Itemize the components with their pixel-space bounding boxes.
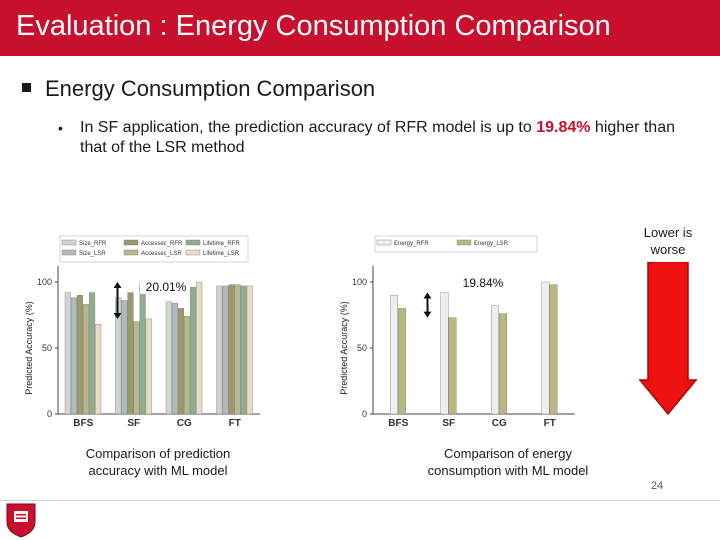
bar-Lifetime_RFR-BFS	[89, 292, 96, 415]
highlight-value: 19.84%	[536, 119, 591, 136]
bar-Accessec_RFR-CG	[177, 308, 184, 415]
bar-Energy_RFR-BFS	[390, 294, 398, 415]
bar-Accessec_LSR-FT	[234, 284, 241, 415]
energy-chart-svg: 0 50 100 Predicted Accuracy (%) BFS SF CG FT Ene…	[339, 235, 575, 428]
y-tick-label: 50	[357, 343, 367, 353]
bar-Size_RFR-BFS	[64, 292, 71, 415]
x-tick-label: BFS	[388, 418, 408, 428]
bar-Size_RFR-FT	[216, 285, 223, 415]
legend-entry-Lifetime_RFR: Lifetime_RFR	[203, 241, 240, 247]
sub-bullet-text: In SF application, the prediction accura…	[80, 119, 675, 156]
gap-arrow-head-up	[423, 292, 432, 299]
bar-Accessec_LSR-CG	[184, 316, 191, 415]
legend-swatch-Accessec_LSR	[123, 249, 139, 256]
footer-divider	[0, 500, 720, 501]
bar-Accessec_RFR-SF	[127, 292, 134, 415]
bar-Lifetime_LSR-BFS	[95, 324, 102, 415]
legend-box	[59, 235, 249, 263]
bar-Lifetime_RFR-SF	[139, 281, 146, 415]
bar-Energy_LSR-SF	[448, 317, 457, 415]
legend-swatch-Energy_RFR	[376, 239, 392, 246]
legend-swatch-Lifetime_RFR	[185, 239, 201, 246]
x-tick-label: FT	[229, 418, 241, 428]
bar-Lifetime_LSR-SF	[145, 318, 152, 415]
university-crest-icon	[6, 503, 36, 538]
bar-Accessec_RFR-FT	[228, 284, 235, 415]
bar-Accessec_RFR-BFS	[76, 294, 83, 415]
gap-arrow-head-down	[423, 311, 432, 318]
bar-Lifetime_LSR-CG	[196, 281, 203, 415]
title-bar: Evaluation : Energy Consumption Comparis…	[0, 0, 720, 56]
bar-Accessec_LSR-BFS	[83, 304, 90, 415]
main-bullet: Energy Consumption Comparison	[22, 76, 375, 102]
bar-Lifetime_LSR-FT	[246, 285, 253, 415]
lower-is-worse-label: Lower is worse	[643, 225, 693, 257]
legend-swatch-Energy_LSR	[456, 239, 472, 246]
caption-accuracy: Comparison of prediction accuracy with M…	[85, 446, 231, 478]
bar-Energy_LSR-CG	[499, 313, 507, 415]
y-tick-label: 50	[42, 343, 52, 353]
bar-Energy_LSR-FT	[549, 284, 558, 415]
down-arrow-icon	[638, 262, 698, 416]
bar-Size_LSR-CG	[171, 302, 178, 415]
legend-entry-Energy_LSR: Energy_LSR	[474, 241, 509, 247]
legend-swatch-Size_LSR	[61, 249, 77, 256]
bar-Lifetime_RFR-CG	[190, 287, 197, 415]
dot-bullet-icon: •	[58, 120, 63, 136]
bar-Energy_LSR-BFS	[398, 308, 406, 415]
y-axis-label: Predicted Accuracy (%)	[24, 301, 34, 395]
bar-Accessec_LSR-SF	[133, 321, 140, 415]
x-tick-label: SF	[127, 418, 140, 428]
y-tick-label: 0	[362, 409, 367, 419]
legend-entry-Energy_RFR: Energy_RFR	[394, 241, 429, 247]
gap-arrow-head-up	[113, 282, 122, 288]
gap-annotation: 20.01%	[113, 278, 190, 319]
main-bullet-text: Energy Consumption Comparison	[45, 76, 376, 101]
legend-entry-Accessec_LSR: Accessec_LSR	[141, 251, 182, 257]
legend-swatch-Accessec_RFR	[123, 239, 139, 246]
caption-energy: Comparison of energy consumption with ML…	[427, 446, 589, 478]
x-tick-label: FT	[544, 418, 556, 428]
bar-Energy_RFR-FT	[541, 281, 550, 415]
legend-box	[374, 235, 538, 253]
gap-annotation: 19.84%	[423, 274, 507, 318]
legend-entry-Lifetime_LSR: Lifetime_LSR	[203, 251, 240, 257]
page-number: 24	[650, 480, 664, 492]
annotation-box	[459, 274, 507, 290]
annotation-box	[140, 278, 190, 294]
gap-arrow-head-down	[113, 312, 122, 319]
legend-entry-Size_RFR: Size_RFR	[79, 241, 107, 247]
bar-Energy_RFR-SF	[440, 292, 449, 415]
bar-Size_LSR-BFS	[70, 297, 77, 415]
sub-bullet: • In SF application, the prediction accu…	[58, 118, 678, 158]
y-tick-label: 100	[37, 277, 52, 287]
bar-Lifetime_RFR-FT	[240, 285, 247, 415]
x-tick-label: BFS	[73, 418, 93, 428]
slide-title: Evaluation : Energy Consumption Comparis…	[16, 10, 611, 42]
bar-Size_RFR-CG	[165, 301, 172, 415]
x-tick-label: CG	[177, 418, 192, 428]
square-bullet-icon	[22, 83, 31, 92]
legend-swatch-Lifetime_LSR	[185, 249, 201, 256]
energy-chart: 0 50 100 Predicted Accuracy (%) BFS SF CG FT Ene…	[325, 228, 585, 428]
x-tick-label: SF	[442, 418, 455, 428]
y-tick-label: 0	[47, 409, 52, 419]
accuracy-chart: 0 50 100 Predicted Accuracy (%) BFS SF CG FT Siz…	[10, 228, 270, 428]
annotation-label: 19.84%	[463, 276, 504, 290]
annotation-label: 20.01%	[146, 280, 187, 294]
legend-entry-Accessec_RFR: Accessec_RFR	[141, 241, 183, 247]
y-tick-label: 100	[352, 277, 367, 287]
x-tick-label: CG	[492, 418, 507, 428]
bar-Energy_RFR-CG	[491, 305, 499, 415]
legend-swatch-Size_RFR	[61, 239, 77, 246]
legend-entry-Size_LSR: Size_LSR	[79, 251, 106, 257]
accuracy-chart-svg: 0 50 100 Predicted Accuracy (%) BFS SF CG FT Siz…	[24, 235, 260, 428]
y-axis-label: Predicted Accuracy (%)	[339, 301, 349, 395]
bar-Size_LSR-SF	[121, 300, 128, 415]
bar-Size_LSR-FT	[222, 285, 229, 415]
